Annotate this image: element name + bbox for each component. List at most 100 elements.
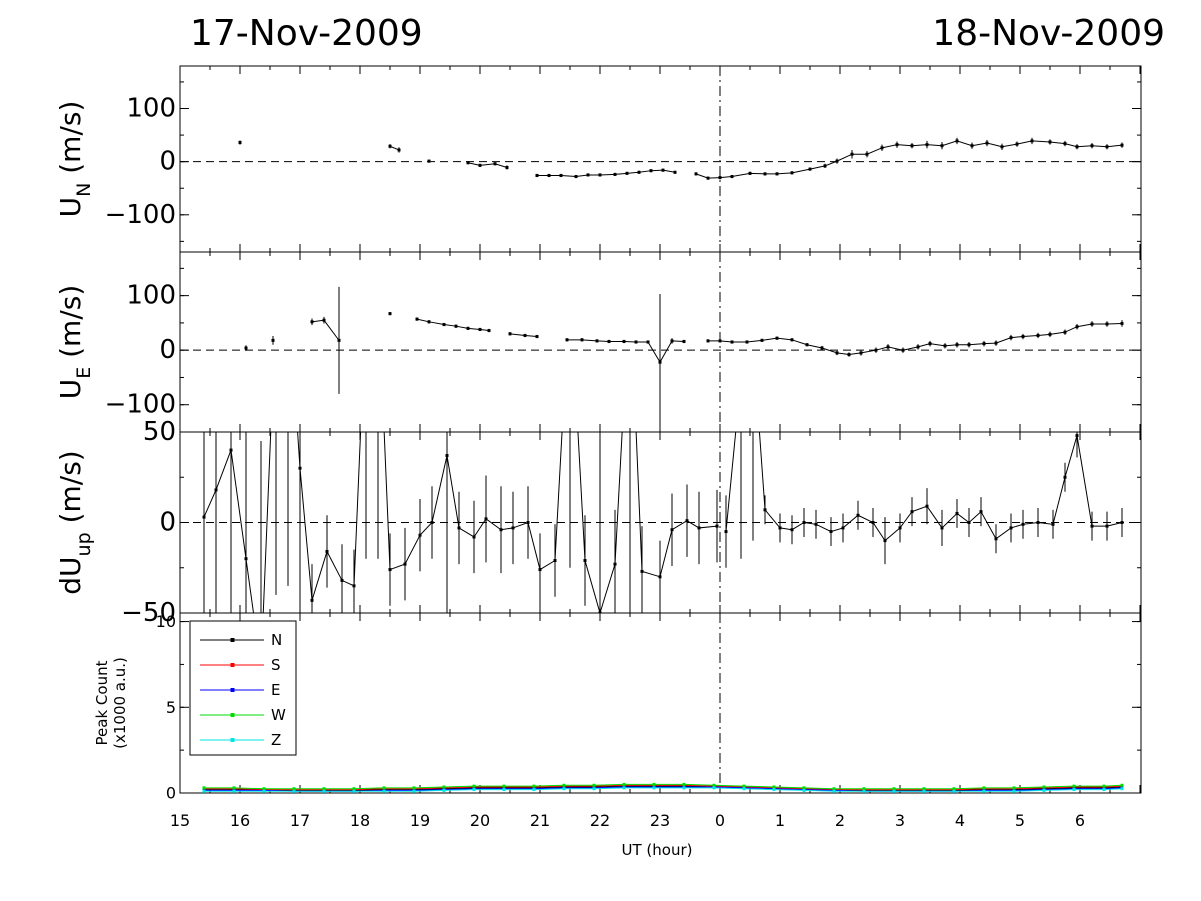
data-point [430, 521, 434, 524]
legend-marker [230, 638, 235, 642]
data-point [508, 332, 512, 336]
data-point [790, 171, 794, 175]
data-point [388, 568, 392, 572]
data-point [292, 789, 296, 793]
panel-1: 100 0 −100 UN (m/s) [54, 65, 1142, 253]
data-point [583, 559, 587, 563]
series-line [203, 432, 718, 613]
x-tick-label: 20 [470, 811, 490, 830]
legend-marker [230, 663, 235, 667]
data-point [523, 333, 527, 337]
data-point [718, 176, 722, 180]
legend-item-N: N [200, 631, 282, 649]
series-line [695, 140, 1123, 179]
data-point [790, 528, 794, 532]
series-1 [244, 345, 248, 351]
data-point [382, 786, 386, 790]
data-point [658, 360, 662, 364]
data-point [712, 783, 716, 787]
data-point [886, 345, 890, 349]
series-5 [535, 168, 677, 179]
data-point [580, 338, 584, 342]
data-point [337, 338, 341, 342]
series-4 [388, 312, 392, 316]
data-point [682, 339, 686, 343]
data-point [925, 143, 929, 147]
legend-label: S [271, 656, 281, 674]
data-point [940, 144, 944, 148]
data-point [565, 338, 569, 342]
data-point [874, 348, 878, 352]
data-point [841, 526, 845, 530]
y-axis-label-main: dU [54, 556, 87, 594]
data-point [472, 788, 476, 792]
series-line [204, 784, 1123, 791]
data-point [1012, 789, 1016, 793]
data-point [365, 304, 368, 307]
data-point [1102, 784, 1106, 788]
data-point [910, 510, 914, 514]
data-point [526, 521, 530, 524]
data-point [694, 172, 698, 176]
data-point [1072, 784, 1076, 788]
data-point [310, 598, 314, 602]
data-point [1090, 322, 1094, 326]
x-tick-label: 19 [410, 811, 430, 830]
data-point [478, 327, 482, 331]
data-point [592, 787, 596, 791]
data-point [532, 788, 536, 792]
data-point [712, 786, 716, 790]
y-axis-label: UE (m/s) [54, 285, 95, 400]
data-point [829, 530, 833, 534]
data-point [1042, 785, 1046, 789]
data-point [382, 789, 386, 793]
data-point [1120, 321, 1124, 325]
data-point [835, 159, 839, 163]
data-point [646, 340, 650, 344]
y-axis-label-unit: (m/s) [54, 101, 87, 183]
data-point [730, 340, 734, 344]
data-point [238, 141, 242, 145]
data-point [682, 786, 686, 790]
data-point [427, 159, 431, 163]
data-point [454, 324, 458, 328]
data-point [706, 176, 710, 180]
data-point [1075, 145, 1079, 149]
data-point [670, 339, 674, 343]
data-point [1063, 475, 1067, 479]
legend-item-Z: Z [200, 731, 281, 749]
legend-marker [230, 713, 235, 717]
data-point [415, 317, 419, 321]
data-point [442, 785, 446, 789]
data-point [418, 533, 422, 537]
data-point [499, 528, 503, 532]
series-Z [202, 786, 1124, 793]
date-label-right: 18-Nov-2009 [932, 13, 1165, 54]
data-point [670, 528, 674, 532]
panel-2: 100 0 −100 UE (m/s) [54, 251, 1142, 433]
y-tick-label: 100 [126, 281, 176, 311]
data-point [1015, 142, 1019, 146]
data-point [472, 535, 476, 539]
data-point [1120, 787, 1124, 791]
data-point [592, 783, 596, 787]
y-axis-label-main: U [54, 197, 87, 218]
series-3 [310, 286, 341, 394]
x-tick-label: 23 [650, 811, 670, 830]
data-point [895, 143, 899, 147]
data-point [622, 786, 626, 790]
data-point [511, 526, 515, 530]
series-line [204, 785, 1123, 791]
data-point [871, 521, 875, 524]
data-point [892, 789, 896, 793]
series-7 [565, 294, 686, 431]
data-point [982, 789, 986, 793]
data-point [772, 785, 776, 789]
data-point [832, 789, 836, 793]
panel-3: 50 0 −50 dUup (m/s) [54, 304, 1142, 628]
data-point [916, 345, 920, 349]
data-point [910, 144, 914, 148]
data-point [412, 786, 416, 790]
y-axis-label-main: U [54, 379, 87, 400]
data-point [955, 511, 959, 515]
